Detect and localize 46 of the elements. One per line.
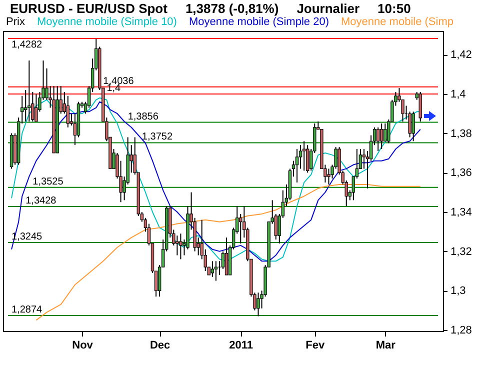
ref-line-label: 1,3752 [142, 132, 173, 143]
candlestick [306, 144, 310, 174]
y-tick-label: 1,28 [450, 324, 472, 337]
x-tick-label: Mar [376, 340, 396, 352]
candlestick [214, 260, 218, 282]
candlestick [179, 233, 182, 260]
candlestick [380, 122, 384, 150]
y-tick-label: 1,3 [450, 285, 466, 298]
candlestick [210, 260, 214, 278]
ref-line-label: 1,4036 [103, 76, 134, 87]
ref-line-label: 1,3428 [26, 195, 57, 206]
candlestick [302, 140, 306, 172]
y-tick-label: 1,38 [450, 128, 472, 140]
y-tick-label: 1,34 [450, 206, 472, 218]
candlestick [224, 237, 228, 276]
candlestick [256, 292, 260, 317]
candlestick [34, 93, 38, 122]
candlestick [418, 91, 422, 122]
candlestick [176, 235, 179, 256]
ref-line-label: 1,3525 [32, 176, 64, 188]
text: 10:50 [378, 0, 411, 16]
text: Moyenne mobile (Simple 20) [188, 16, 329, 29]
candlestick [384, 122, 387, 142]
ref-line-label: 1,3856 [128, 111, 159, 122]
candlestick [295, 148, 299, 183]
y-tick-label: 1,36 [450, 167, 472, 180]
x-tick-label: 2011 [229, 340, 254, 352]
ref-line-label: 1,2874 [12, 304, 43, 316]
candlestick [28, 60, 31, 122]
x-tick-label: Dec [150, 340, 170, 352]
candlestick [412, 111, 415, 142]
text: Moyenne mobile (Simp [340, 16, 454, 29]
text: Moyenne mobile (Simple 10) [36, 16, 177, 29]
x-tick-label: Fev [306, 340, 326, 352]
text: 1,3878 (-0,81%) [185, 0, 279, 16]
ref-line-label: 1,4282 [12, 39, 43, 50]
y-tick-label: 1,4 [450, 88, 466, 100]
candlestick [66, 95, 70, 128]
candlestick [327, 168, 330, 185]
candlestick [376, 126, 380, 152]
y-tick-label: 1,32 [450, 246, 472, 258]
text: Prix [6, 16, 25, 29]
x-tick-label: Nov [72, 340, 94, 352]
chart-title: EURUSD - EUR/USD Spot [10, 0, 168, 16]
y-tick-label: 1,42 [450, 49, 472, 62]
text: Journalier [296, 0, 360, 16]
